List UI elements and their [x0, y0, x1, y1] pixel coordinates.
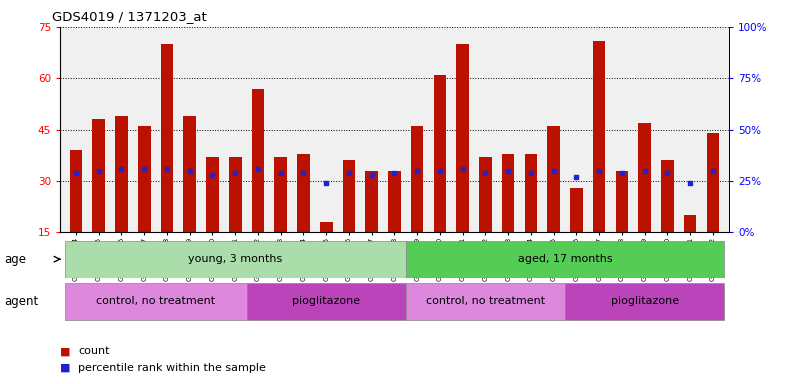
Bar — [593, 41, 606, 232]
Bar — [65, 241, 406, 278]
Bar — [662, 161, 674, 232]
Text: ■: ■ — [60, 346, 70, 356]
Bar — [183, 116, 196, 232]
Bar — [566, 283, 724, 320]
Point — [274, 170, 287, 176]
Text: young, 3 months: young, 3 months — [188, 254, 283, 264]
Text: pioglitazone: pioglitazone — [292, 296, 360, 306]
Bar — [297, 154, 310, 232]
Point — [593, 167, 606, 174]
Point — [661, 170, 674, 176]
Bar — [406, 283, 566, 320]
Bar — [115, 116, 127, 232]
Point — [365, 172, 378, 178]
Text: aged, 17 months: aged, 17 months — [517, 254, 613, 264]
Point — [320, 180, 332, 186]
Bar — [92, 119, 105, 232]
Point — [343, 170, 356, 176]
Bar — [457, 44, 469, 232]
Point — [297, 170, 310, 176]
Point — [183, 167, 196, 174]
Point — [252, 166, 264, 172]
Text: pioglitazone: pioglitazone — [610, 296, 678, 306]
Bar — [502, 154, 514, 232]
Point — [616, 170, 629, 176]
Bar — [247, 283, 406, 320]
Bar — [161, 44, 173, 232]
Text: control, no treatment: control, no treatment — [96, 296, 215, 306]
Point — [502, 167, 515, 174]
Point — [638, 167, 651, 174]
Bar — [138, 126, 151, 232]
Bar — [343, 161, 356, 232]
Point — [684, 180, 697, 186]
Text: percentile rank within the sample: percentile rank within the sample — [78, 363, 267, 373]
Bar — [252, 89, 264, 232]
Bar — [70, 150, 83, 232]
Point — [388, 170, 400, 176]
Text: GDS4019 / 1371203_at: GDS4019 / 1371203_at — [52, 10, 207, 23]
Point — [206, 172, 219, 178]
Bar — [547, 126, 560, 232]
Bar — [433, 75, 446, 232]
Bar — [229, 157, 242, 232]
Text: age: age — [4, 253, 26, 266]
Point — [570, 174, 583, 180]
Text: control, no treatment: control, no treatment — [426, 296, 545, 306]
Point — [525, 170, 537, 176]
Bar — [365, 170, 378, 232]
Bar — [525, 154, 537, 232]
Bar — [638, 123, 651, 232]
Bar — [411, 126, 424, 232]
Text: count: count — [78, 346, 110, 356]
Point — [411, 167, 424, 174]
Bar — [406, 241, 724, 278]
Point — [138, 166, 151, 172]
Bar — [388, 170, 400, 232]
Bar — [616, 170, 628, 232]
Bar — [206, 157, 219, 232]
Bar — [65, 283, 247, 320]
Bar — [275, 157, 287, 232]
Text: agent: agent — [4, 295, 38, 308]
Point — [160, 166, 173, 172]
Point — [706, 167, 719, 174]
Point — [70, 170, 83, 176]
Point — [457, 166, 469, 172]
Text: ■: ■ — [60, 363, 70, 373]
Bar — [570, 188, 583, 232]
Point — [92, 167, 105, 174]
Point — [433, 167, 446, 174]
Bar — [684, 215, 697, 232]
Point — [479, 170, 492, 176]
Point — [115, 166, 128, 172]
Point — [229, 170, 242, 176]
Point — [547, 167, 560, 174]
Bar — [320, 222, 332, 232]
Bar — [479, 157, 492, 232]
Bar — [706, 133, 719, 232]
